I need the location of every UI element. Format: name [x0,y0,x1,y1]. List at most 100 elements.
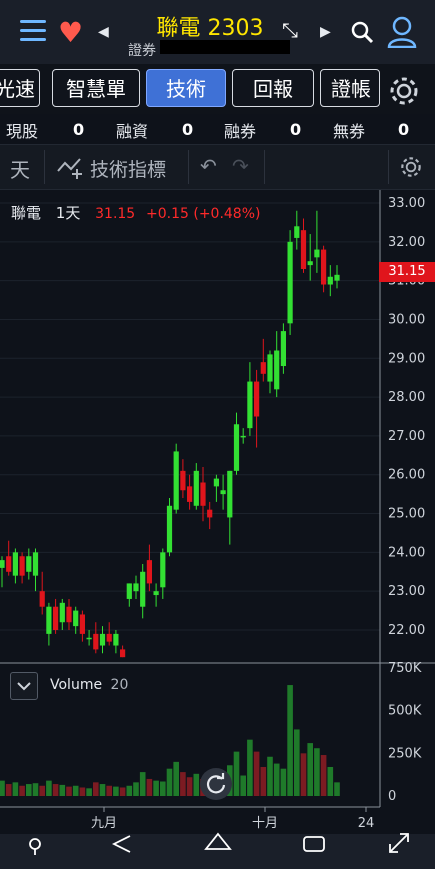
indicators-button[interactable]: 技術指標 [90,159,167,181]
candle-body [300,230,307,269]
candle-body [321,249,327,285]
candle-body [274,350,280,390]
reset-chart-button[interactable] [200,768,232,800]
candle-body [153,591,159,596]
tab-smart-order[interactable]: 智慧單 [52,69,140,107]
volume-bar [5,784,12,796]
candle-body [240,435,246,438]
volume-legend: Volume 20 [50,677,128,693]
volume-bar [233,751,240,796]
time-tick-label: 九月 [91,816,117,831]
price-tick-label: 27.00 [388,429,425,444]
volume-bar [314,748,320,796]
last-price-tag: 31.15 [379,262,435,282]
volume-bar [287,685,293,796]
volume-bar [146,778,153,796]
tab-account[interactable]: 證帳 [320,69,380,107]
candle-body [267,354,273,382]
candle-body [307,261,313,266]
candle-body [59,602,65,623]
volume-bar [240,775,246,796]
volume-tick-label: 750K [388,661,422,676]
price-tick-label: 29.00 [388,351,425,366]
candle-body [113,633,119,646]
user-icon[interactable] [387,16,417,48]
candle-body [106,633,112,642]
volume-bar [334,782,340,796]
time-tick-label: 十月 [252,816,278,831]
volume-collapse-button[interactable] [10,672,38,700]
tab-technical[interactable]: 技術 [146,69,226,107]
undo-icon[interactable]: ↶ [200,154,217,178]
next-stock-arrow-icon[interactable]: ▶ [320,24,331,40]
candle-body [79,614,85,634]
volume-bar [126,785,133,796]
expand-screen-icon[interactable] [388,832,410,854]
candle-body [53,606,59,630]
volume-bar [186,777,193,796]
candle-body [334,274,340,281]
redo-icon[interactable]: ↷ [232,154,249,178]
recent-apps-icon[interactable] [302,834,326,854]
candle-body [220,490,226,495]
home-icon[interactable] [204,831,232,855]
price-tick-label: 23.00 [388,584,425,599]
candle-body [260,362,266,374]
stock-title: 聯電 2303 [156,16,264,41]
volume-bar [180,772,186,796]
candle-body [160,552,166,588]
volume-bar [133,782,139,796]
search-icon[interactable] [350,20,374,44]
holding-label: 融券 [224,122,257,141]
candlestick-chart[interactable]: 33.0032.0031.0030.0029.0028.0027.0026.00… [0,190,435,840]
price-tick-label: 33.00 [388,196,425,211]
volume-label: Volume [50,677,103,693]
collapse-icon[interactable]: ⤡ [282,18,298,42]
assistant-dot-icon[interactable] [25,836,45,856]
candle-body [0,560,5,568]
candle-body [213,478,219,487]
account-redaction [160,40,290,54]
interval-selector[interactable]: 天 [10,158,30,182]
volume-period: 20 [110,677,129,693]
chart-settings-gear-icon[interactable] [398,154,424,180]
volume-bar [72,785,79,796]
candle-body [126,583,132,599]
volume-bar [260,766,267,796]
volume-bar [139,772,146,796]
volume-bar [166,768,173,796]
volume-bar [280,768,287,796]
candle-body [32,552,39,576]
legend-interval: 1天 [55,204,81,222]
tab-report[interactable]: 回報 [232,69,314,107]
candle-body [46,606,52,634]
menu-icon[interactable] [20,20,46,47]
candle-body [280,331,286,367]
price-tick-label: 32.00 [388,235,425,250]
tab-speed[interactable]: 光速 [0,69,40,107]
candle-body [314,249,320,258]
holding-value: 0 [73,120,85,139]
volume-tick-label: 250K [388,746,422,761]
indicators-icon[interactable] [56,155,86,179]
candle-body [294,226,300,238]
settings-gear-icon[interactable] [386,73,422,109]
back-icon[interactable] [110,833,134,855]
candle-body [86,637,92,640]
candle-body [146,560,152,584]
price-tick-label: 26.00 [388,468,425,483]
volume-bar [273,763,280,796]
candle-body [140,571,146,607]
candle-body [26,556,32,572]
favorite-heart-icon[interactable]: ♥ [58,16,84,49]
candle-body [39,591,45,607]
candle-body [12,552,18,576]
previous-stock-arrow-icon[interactable]: ◀ [98,24,109,40]
volume-bar [19,785,25,796]
candle-body [233,424,240,471]
candle-body [66,606,72,623]
volume-bar [93,782,99,796]
volume-bar [46,780,52,796]
holding-label: 無券 [333,122,366,141]
legend-price: 31.15 [95,206,136,222]
